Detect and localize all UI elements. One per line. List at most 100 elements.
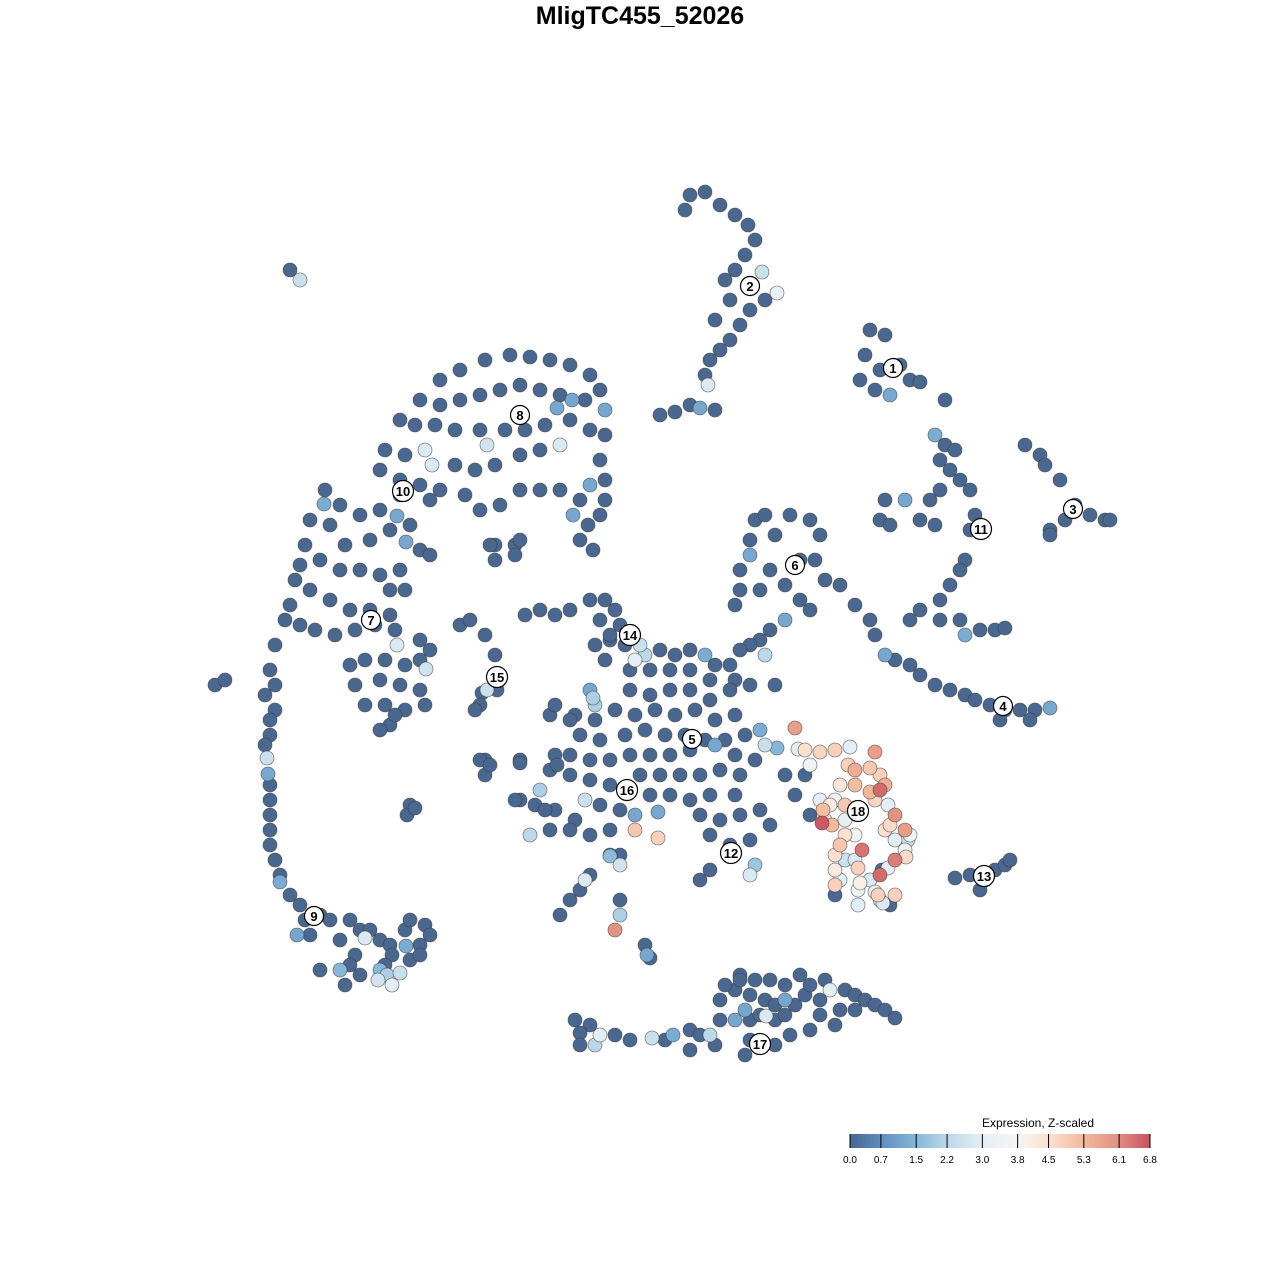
data-point	[854, 842, 870, 858]
data-point	[650, 804, 666, 820]
data-point	[532, 782, 548, 798]
data-point	[727, 1012, 743, 1028]
data-point	[947, 442, 963, 458]
data-point	[747, 752, 763, 768]
data-point	[392, 562, 408, 578]
data-point	[815, 802, 831, 818]
legend-colorbar	[850, 1134, 1150, 1148]
cluster-label-17: 17	[748, 1032, 772, 1056]
data-point	[582, 422, 598, 438]
data-point	[257, 687, 273, 703]
data-point	[682, 1042, 698, 1058]
data-point	[467, 462, 483, 478]
legend-tick-label: 6.8	[1143, 1155, 1157, 1166]
cluster-label-badge	[739, 275, 761, 297]
data-point	[962, 482, 978, 498]
data-point	[592, 507, 608, 523]
data-point	[577, 872, 593, 888]
data-point	[332, 497, 348, 513]
data-point	[607, 1027, 623, 1043]
data-point	[612, 892, 628, 908]
data-point	[850, 860, 866, 876]
data-point	[432, 482, 448, 498]
data-point	[712, 197, 728, 213]
data-point	[632, 767, 648, 783]
data-point	[472, 422, 488, 438]
data-point	[532, 442, 548, 458]
data-point	[297, 537, 313, 553]
data-point	[262, 662, 278, 678]
data-point	[447, 422, 463, 438]
data-point	[802, 602, 818, 618]
data-point	[967, 692, 983, 708]
data-point	[697, 184, 713, 200]
data-point	[737, 1002, 753, 1018]
data-point	[667, 647, 683, 663]
data-point	[452, 362, 468, 378]
data-point	[457, 487, 473, 503]
cluster-label-4: 4	[992, 695, 1014, 717]
data-point	[317, 482, 333, 498]
data-point	[742, 532, 758, 548]
data-point	[702, 692, 718, 708]
data-point	[767, 527, 783, 543]
data-point	[512, 532, 528, 548]
data-point	[562, 747, 578, 763]
cluster-label-text: 16	[620, 783, 634, 798]
data-point	[667, 404, 683, 420]
data-point	[582, 772, 598, 788]
data-point	[722, 332, 738, 348]
cluster-label-badge	[615, 778, 639, 802]
data-point	[682, 682, 698, 698]
data-point	[342, 657, 358, 673]
cluster-label-text: 7	[367, 613, 374, 628]
data-point	[522, 349, 538, 365]
data-point	[462, 612, 478, 628]
data-point	[407, 800, 423, 816]
data-point	[217, 672, 233, 688]
data-point	[642, 787, 658, 803]
data-point	[467, 702, 483, 718]
data-point	[767, 677, 783, 693]
data-point	[897, 822, 913, 838]
data-point	[777, 1007, 793, 1023]
data-point	[862, 760, 878, 776]
data-point	[479, 437, 495, 453]
data-point	[737, 727, 753, 743]
data-point	[692, 807, 708, 823]
data-point	[737, 247, 753, 263]
data-point	[347, 622, 363, 638]
data-point	[562, 767, 578, 783]
data-point	[412, 477, 428, 493]
data-point	[592, 452, 608, 468]
cluster-label-text: 6	[791, 558, 798, 573]
data-point	[282, 887, 298, 903]
legend-tick-label: 0.0	[843, 1155, 857, 1166]
data-point	[479, 682, 495, 698]
data-point	[549, 757, 565, 773]
data-point	[812, 992, 828, 1008]
data-point	[802, 807, 818, 823]
data-point	[292, 897, 308, 913]
cluster-label-badge	[719, 841, 743, 865]
data-point	[1017, 437, 1033, 453]
data-point	[602, 777, 618, 793]
data-point	[627, 707, 643, 723]
data-point	[412, 632, 428, 648]
data-point	[492, 497, 508, 513]
data-point	[842, 739, 858, 755]
data-point	[497, 422, 513, 438]
data-point	[742, 302, 758, 318]
data-point	[592, 732, 608, 748]
data-point	[347, 677, 363, 693]
data-point	[887, 852, 903, 868]
data-point	[477, 352, 493, 368]
data-point	[316, 496, 332, 512]
data-point	[602, 627, 618, 643]
data-point	[952, 472, 968, 488]
data-point	[872, 782, 888, 798]
data-point	[682, 662, 698, 678]
data-point	[758, 1008, 774, 1024]
data-point	[912, 602, 928, 618]
data-point	[542, 352, 558, 368]
